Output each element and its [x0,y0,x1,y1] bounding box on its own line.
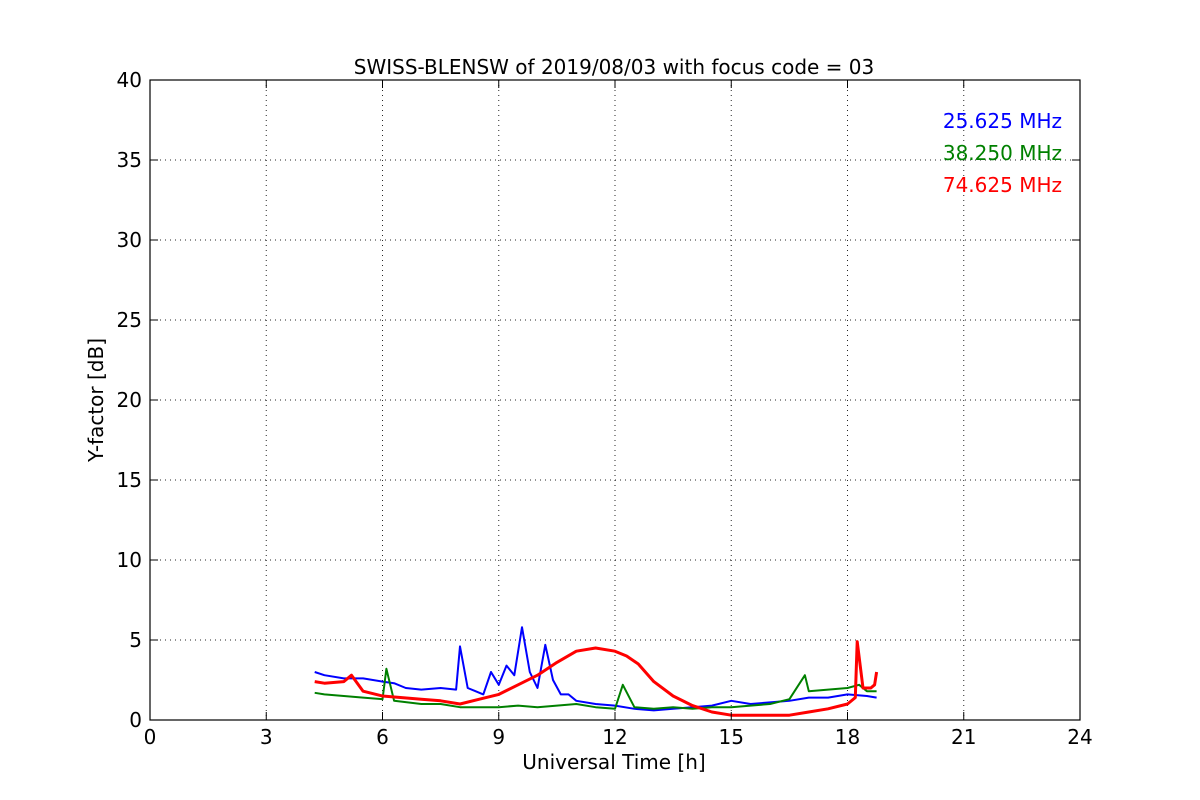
legend-entry-74-625: 74.625 MHz [943,173,1062,197]
series-layer [314,626,879,717]
x-tick-label: 21 [951,725,976,749]
tick-marks [149,79,1081,721]
series-line-3 [314,640,879,717]
legend-entry-38-250: 38.250 MHz [943,141,1062,165]
y-tick-label: 30 [117,228,142,252]
x-tick-label: 3 [260,725,273,749]
y-tick-labels: 0 5 10 15 20 25 30 35 40 [117,68,142,732]
series-line-1 [314,626,877,712]
x-tick-label: 6 [376,725,389,749]
x-tick-label: 15 [719,725,744,749]
x-tick-label: 24 [1067,725,1092,749]
y-tick-label: 15 [117,468,142,492]
x-tick-label: 12 [602,725,627,749]
x-tick-labels: 0 3 6 9 12 15 18 21 24 [144,725,1093,749]
legend-entry-25-625: 25.625 MHz [943,109,1062,133]
y-tick-label: 40 [117,68,142,92]
y-tick-label: 5 [129,628,142,652]
x-tick-label: 18 [835,725,860,749]
y-tick-label: 20 [117,388,142,412]
x-tick-label: 9 [492,725,505,749]
y-tick-label: 25 [117,308,142,332]
legend: 25.625 MHz 38.250 MHz 74.625 MHz [943,109,1062,197]
x-axis-label: Universal Time [h] [522,750,705,774]
grid-lines [150,80,1080,720]
series-line-2 [314,667,877,710]
x-tick-label: 0 [144,725,157,749]
y-axis-label: Y-factor [dB] [84,338,108,463]
y-tick-label: 10 [117,548,142,572]
y-tick-label: 0 [129,708,142,732]
chart-title: SWISS-BLENSW of 2019/08/03 with focus co… [354,55,875,79]
y-tick-label: 35 [117,148,142,172]
